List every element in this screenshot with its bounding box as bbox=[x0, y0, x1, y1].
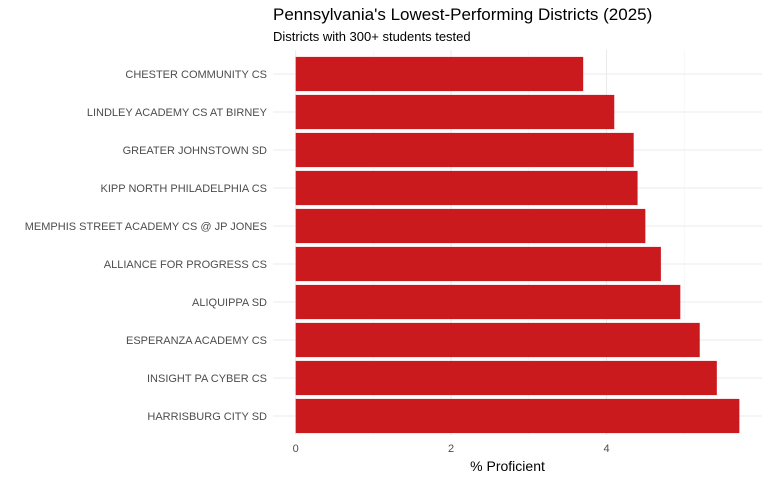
y-tick-label: HARRISBURG CITY SD bbox=[147, 411, 267, 423]
bar bbox=[295, 208, 646, 244]
bar bbox=[295, 398, 740, 434]
y-tick-label: ALLIANCE FOR PROGRESS CS bbox=[104, 259, 267, 271]
bar bbox=[295, 284, 681, 320]
chart-title: Pennsylvania's Lowest-Performing Distric… bbox=[273, 5, 653, 24]
bar bbox=[295, 170, 638, 206]
y-tick-label: KIPP NORTH PHILADELPHIA CS bbox=[101, 183, 267, 195]
y-tick-label: MEMPHIS STREET ACADEMY CS @ JP JONES bbox=[25, 221, 267, 233]
bar bbox=[295, 132, 634, 168]
x-axis-label: % Proficient bbox=[470, 458, 545, 474]
bar bbox=[295, 360, 717, 396]
y-tick-label: ALIQUIPPA SD bbox=[192, 297, 267, 309]
bar bbox=[295, 246, 661, 282]
x-tick-label: 2 bbox=[448, 443, 454, 455]
y-tick-label: ESPERANZA ACADEMY CS bbox=[126, 335, 267, 347]
y-tick-label: CHESTER COMMUNITY CS bbox=[125, 69, 267, 81]
bar bbox=[295, 56, 584, 92]
y-tick-label: LINDLEY ACADEMY CS AT BIRNEY bbox=[87, 107, 268, 119]
x-tick-label: 0 bbox=[293, 443, 299, 455]
bar bbox=[295, 94, 615, 130]
y-tick-label: GREATER JOHNSTOWN SD bbox=[123, 145, 267, 157]
chart-subtitle: Districts with 300+ students tested bbox=[273, 29, 471, 44]
bar bbox=[295, 322, 700, 358]
x-tick-label: 4 bbox=[603, 443, 609, 455]
y-tick-label: INSIGHT PA CYBER CS bbox=[147, 373, 267, 385]
